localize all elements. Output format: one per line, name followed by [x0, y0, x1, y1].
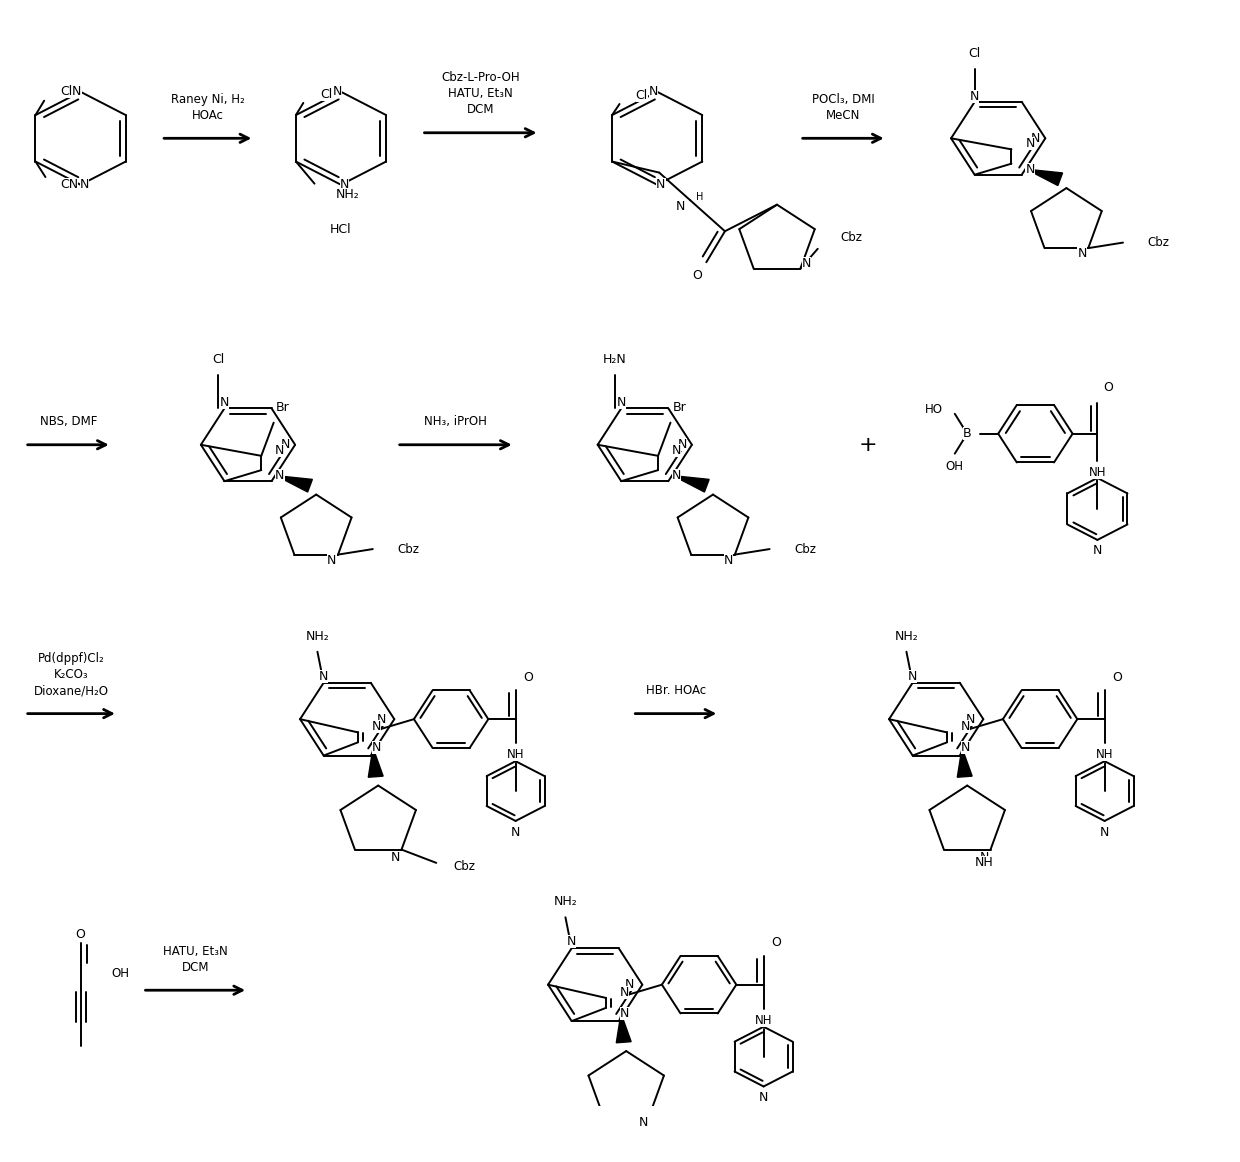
Text: N: N [79, 178, 89, 192]
Text: N: N [676, 200, 684, 214]
Text: N: N [677, 438, 687, 451]
Text: NH: NH [975, 856, 993, 869]
Text: O: O [523, 670, 533, 683]
Text: N: N [219, 396, 229, 409]
Text: N: N [620, 985, 630, 999]
Text: HBr. HOAc: HBr. HOAc [646, 684, 706, 697]
Text: N: N [1025, 137, 1034, 150]
Text: Br: Br [673, 401, 687, 414]
Text: N: N [724, 553, 733, 567]
Text: O: O [603, 1161, 613, 1162]
Text: N: N [567, 935, 577, 948]
Text: O: O [693, 268, 703, 282]
Text: O: O [1104, 381, 1114, 394]
Text: N: N [1092, 545, 1102, 558]
Text: Pd(dppf)Cl₂
K₂CO₃
Dioxane/H₂O: Pd(dppf)Cl₂ K₂CO₃ Dioxane/H₂O [33, 652, 109, 697]
Text: N: N [980, 851, 990, 863]
Text: N: N [275, 444, 284, 457]
Text: +: + [858, 435, 878, 454]
Polygon shape [957, 748, 972, 777]
Polygon shape [673, 475, 709, 492]
Text: CN: CN [61, 178, 78, 192]
Text: N: N [672, 444, 681, 457]
Polygon shape [616, 1013, 631, 1042]
Text: NH: NH [755, 1013, 773, 1026]
Text: O: O [771, 937, 781, 949]
Text: NH: NH [1089, 466, 1106, 479]
Text: Cl: Cl [212, 353, 224, 366]
Text: N: N [672, 469, 681, 482]
Text: NBS, DMF: NBS, DMF [40, 415, 97, 428]
Text: NH₃, iPrOH: NH₃, iPrOH [424, 415, 487, 428]
Text: N: N [908, 669, 918, 682]
Text: N: N [759, 1091, 769, 1104]
Polygon shape [277, 475, 312, 492]
Text: NH: NH [507, 748, 525, 761]
Text: Cbz: Cbz [398, 543, 419, 555]
Text: Cbz: Cbz [795, 543, 816, 555]
Text: N: N [656, 178, 666, 192]
Text: N: N [372, 741, 382, 754]
Text: N: N [1100, 825, 1110, 839]
Text: N: N [391, 851, 401, 863]
Text: Cbz-L-Pro-OH
HATU, Et₃N
DCM: Cbz-L-Pro-OH HATU, Et₃N DCM [441, 71, 520, 116]
Text: N: N [961, 741, 971, 754]
Text: N: N [511, 825, 521, 839]
Text: Cl: Cl [636, 88, 649, 101]
Text: H: H [697, 192, 704, 202]
Text: Cbz: Cbz [454, 860, 476, 873]
Text: HATU, Et₃N
DCM: HATU, Et₃N DCM [162, 945, 228, 974]
Text: N: N [319, 669, 329, 682]
Text: N: N [625, 978, 635, 991]
Text: NH₂: NH₂ [553, 895, 578, 909]
Text: O: O [1112, 670, 1122, 683]
Text: HO: HO [924, 403, 942, 416]
Text: N: N [616, 396, 626, 409]
Text: OH: OH [112, 967, 130, 980]
Text: N: N [639, 1117, 649, 1129]
Text: N: N [327, 553, 336, 567]
Text: NH: NH [1096, 748, 1114, 761]
Text: N: N [372, 720, 382, 733]
Text: N: N [966, 712, 976, 725]
Text: N: N [275, 469, 284, 482]
Text: Br: Br [277, 401, 290, 414]
Text: Cl: Cl [968, 46, 981, 59]
Text: N: N [1078, 248, 1086, 260]
Text: N: N [620, 1006, 630, 1020]
Polygon shape [1027, 170, 1063, 186]
Text: B: B [963, 428, 971, 440]
Text: POCl₃, DMI
MeCN: POCl₃, DMI MeCN [812, 93, 874, 122]
Text: OH: OH [946, 460, 963, 473]
Text: NH₂: NH₂ [336, 188, 360, 201]
Text: N: N [961, 720, 971, 733]
Text: N: N [802, 257, 811, 270]
Text: N: N [1030, 131, 1040, 145]
Text: N: N [280, 438, 290, 451]
Text: N: N [649, 85, 658, 99]
Text: N: N [332, 85, 342, 99]
Text: N: N [970, 89, 980, 103]
Text: Cl: Cl [321, 87, 334, 101]
Text: Raney Ni, H₂
HOAc: Raney Ni, H₂ HOAc [171, 93, 244, 122]
Text: O: O [76, 928, 86, 941]
Polygon shape [368, 748, 383, 777]
Text: HCl: HCl [330, 222, 352, 236]
Text: Cl: Cl [61, 85, 73, 99]
Text: Cbz: Cbz [1148, 236, 1169, 249]
Text: H₂N: H₂N [603, 353, 627, 366]
Text: N: N [377, 712, 387, 725]
Text: Cbz: Cbz [839, 231, 862, 244]
Text: N: N [340, 178, 350, 192]
Text: N: N [72, 85, 82, 99]
Text: N: N [1025, 163, 1034, 175]
Text: NH₂: NH₂ [305, 630, 330, 643]
Text: NH₂: NH₂ [894, 630, 919, 643]
